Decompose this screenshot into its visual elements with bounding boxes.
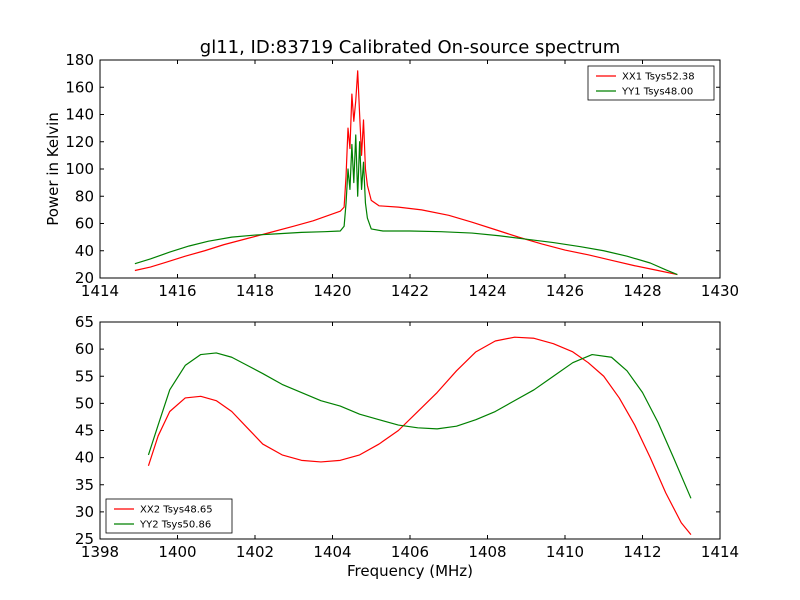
x-tick-label: 1414 [81, 282, 119, 300]
y-tick-label: 25 [75, 530, 94, 548]
y-axis-label: Power in Kelvin [44, 112, 62, 226]
legend-label: YY1 Tsys48.00 [621, 87, 693, 98]
x-tick-label: 1412 [623, 543, 661, 561]
legend-label: XX2 Tsys48.65 [140, 505, 213, 516]
series-line-1-1 [134, 70, 678, 276]
y-tick-label: 80 [75, 187, 94, 205]
x-tick-label: 1430 [701, 282, 739, 300]
x-tick-label: 1420 [313, 282, 351, 300]
x-axis-label: Frequency (MHz) [347, 562, 473, 580]
series-line-2-2 [147, 352, 692, 499]
x-tick-label: 1426 [546, 282, 584, 300]
x-tick-label: 1408 [468, 543, 506, 561]
y-tick-label: 30 [75, 503, 94, 521]
y-tick-label: 45 [75, 422, 94, 440]
y-tick-label: 20 [75, 269, 94, 287]
x-tick-label: 1428 [623, 282, 661, 300]
y-tick-label: 65 [75, 313, 94, 331]
y-tick-label: 100 [65, 160, 94, 178]
x-tick-label: 1416 [158, 282, 196, 300]
legend-label: YY2 Tsys50.86 [139, 520, 211, 531]
x-tick-label: 1424 [468, 282, 506, 300]
top-panel: 1414 1416 1418 1420 1422 1424 1426 1428 1430 20 40… [65, 51, 739, 300]
y-tick-label: 50 [75, 394, 94, 412]
legend: XX2 Tsys48.65 YY2 Tsys50.86 [105, 498, 233, 534]
y-tick-label: 55 [75, 367, 94, 385]
y-tick-label: 40 [75, 242, 94, 260]
bottom-panel: 1398 1400 1402 1404 1406 1408 1410 1412 1414 25 30… [75, 313, 739, 561]
x-tick-label: 1422 [391, 282, 429, 300]
x-tick-label: 1418 [236, 282, 274, 300]
x-tick-label: 1404 [313, 543, 351, 561]
legend-box [105, 498, 233, 534]
x-tick-label: 1400 [158, 543, 196, 561]
series-line-1-2 [134, 134, 678, 276]
y-tick-label: 40 [75, 449, 94, 467]
x-tick-label: 1410 [546, 543, 584, 561]
series-line-2-1 [147, 336, 692, 536]
x-tick-label: 1398 [81, 543, 119, 561]
legend-box [587, 65, 715, 101]
y-tick-label: 120 [65, 133, 94, 151]
legend: XX1 Tsys52.38 YY1 Tsys48.00 [587, 65, 715, 101]
y-tick-label: 180 [65, 51, 94, 69]
y-tick-label: 60 [75, 215, 94, 233]
x-tick-label: 1406 [391, 543, 429, 561]
x-tick-label: 1414 [701, 543, 739, 561]
chart-title: gl11, ID:83719 Calibrated On-source spec… [200, 37, 620, 58]
y-tick-label: 140 [65, 106, 94, 124]
legend-label: XX1 Tsys52.38 [622, 72, 695, 83]
y-tick-label: 35 [75, 476, 94, 494]
y-tick-label: 60 [75, 340, 94, 358]
y-tick-label: 160 [65, 78, 94, 96]
x-tick-label: 1402 [236, 543, 274, 561]
